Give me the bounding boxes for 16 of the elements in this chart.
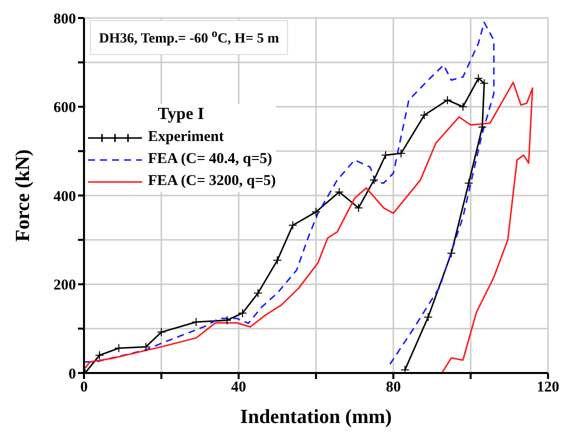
x-tick-label: 40 xyxy=(231,380,246,396)
x-tick-label: 80 xyxy=(386,380,401,396)
y-tick-label: 0 xyxy=(68,366,76,382)
legend-label: Experiment xyxy=(147,128,225,147)
legend-label: FEA (C= 40.4, q=5) xyxy=(147,150,274,169)
x-axis-title: Indentation (mm) xyxy=(240,406,392,428)
y-tick-label: 600 xyxy=(54,100,76,116)
annotation: DH36, Temp.= -60 $^{o}$C, H= 5 m xyxy=(90,20,288,55)
y-axis-title: Force (kN) xyxy=(12,149,34,242)
x-tick-label: 120 xyxy=(536,380,560,396)
legend-label: FEA (C= 3200, q=5) xyxy=(147,172,276,191)
x-tick-label: 0 xyxy=(80,380,88,396)
legend-title: Type I xyxy=(156,104,206,124)
y-tick-label: 400 xyxy=(54,188,76,205)
y-tick-label: 200 xyxy=(54,278,76,294)
y-tick-label: 800 xyxy=(54,11,76,28)
